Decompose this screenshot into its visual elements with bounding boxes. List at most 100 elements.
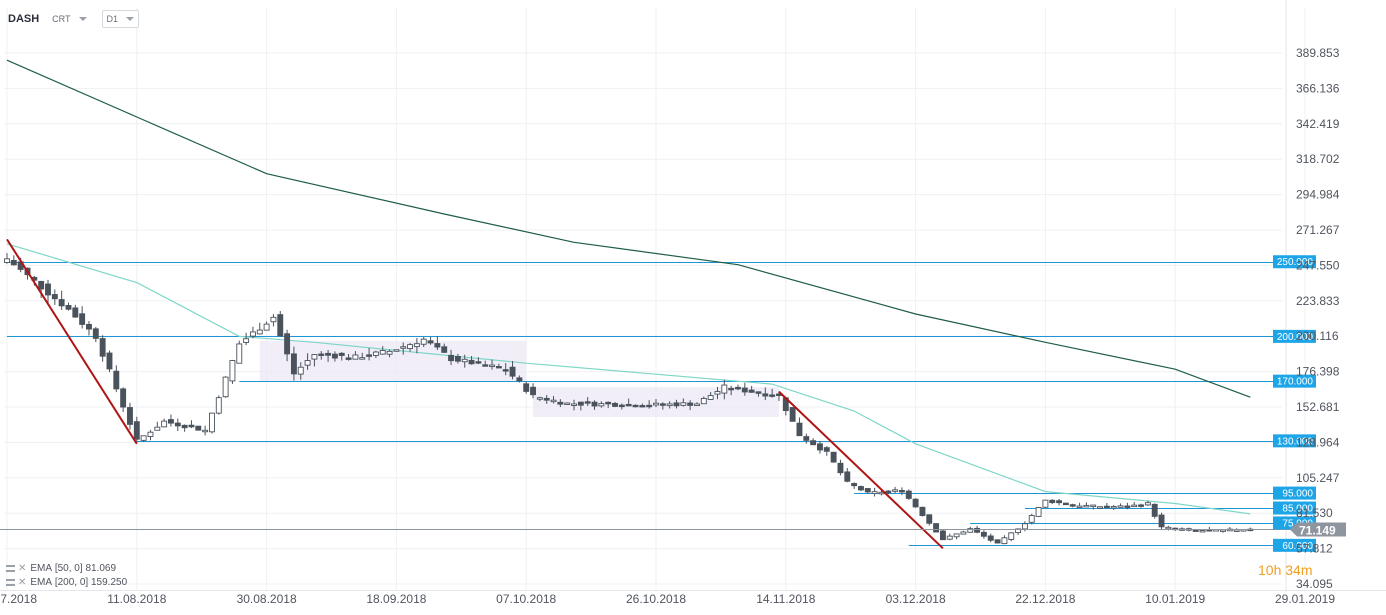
- candle: [284, 329, 291, 362]
- candle-body: [653, 402, 659, 406]
- candle-body: [304, 360, 311, 366]
- candle: [748, 385, 755, 393]
- settings-icon[interactable]: [6, 579, 15, 586]
- candle: [38, 280, 45, 298]
- candle-body: [379, 350, 386, 355]
- y-tick-label: 271.267: [1296, 223, 1340, 237]
- candle-body: [106, 352, 113, 370]
- candle: [1117, 503, 1124, 508]
- candle-body: [1001, 537, 1008, 545]
- candle: [817, 440, 823, 454]
- candle-body: [912, 498, 919, 508]
- candle-body: [372, 351, 379, 356]
- y-tick-label: 200.116: [1296, 329, 1339, 343]
- candle-body: [1097, 506, 1104, 509]
- candle-body: [345, 357, 352, 360]
- y-tick-label: 128.964: [1296, 435, 1340, 449]
- candle: [796, 417, 803, 437]
- candle-body: [789, 407, 796, 422]
- candle-countdown: 10h 34m: [1258, 562, 1313, 578]
- candle: [857, 485, 864, 492]
- candle-body: [86, 323, 92, 330]
- candle: [331, 351, 338, 362]
- candle-body: [735, 386, 741, 390]
- candle: [789, 407, 796, 422]
- candle: [680, 398, 687, 407]
- candle-body: [666, 403, 673, 407]
- level-label: 250.000: [1277, 257, 1314, 268]
- candle-body: [475, 361, 482, 364]
- candle: [311, 354, 318, 367]
- candle-body: [632, 404, 639, 408]
- y-tick-label: 294.984: [1296, 188, 1340, 202]
- candle: [502, 362, 509, 376]
- candle: [557, 399, 564, 408]
- candle-body: [495, 366, 502, 369]
- legend-label: EMA: [30, 577, 53, 588]
- candle: [400, 342, 407, 355]
- level-label: 200.000: [1277, 332, 1314, 343]
- interval-dropdown[interactable]: D1: [101, 10, 140, 28]
- candle: [72, 304, 79, 318]
- close-icon[interactable]: ✕: [18, 563, 27, 574]
- candle: [530, 383, 536, 399]
- close-icon[interactable]: ✕: [18, 577, 27, 588]
- candle-body: [898, 490, 905, 493]
- candle: [543, 395, 550, 404]
- candle: [45, 279, 51, 304]
- grid: [4, 8, 1306, 590]
- candle: [591, 400, 598, 410]
- level-label-bg: [1273, 538, 1316, 552]
- timer-minutes-unit: m: [1300, 562, 1313, 578]
- candle-body: [960, 531, 967, 535]
- candle-body: [195, 425, 202, 431]
- candle-body: [454, 356, 461, 362]
- candle-body: [10, 260, 17, 266]
- candle-body: [516, 377, 523, 382]
- candle: [1158, 512, 1165, 530]
- candle: [366, 348, 373, 361]
- x-tick-label: 30.08.2018: [237, 592, 297, 606]
- candle-body: [249, 331, 256, 337]
- candle: [605, 401, 612, 409]
- candle-body: [58, 299, 65, 307]
- candle-body: [994, 539, 1001, 544]
- chart-toolbar: DASH CRT D1: [8, 10, 149, 28]
- candle-body: [851, 483, 858, 487]
- candle-body: [489, 364, 495, 367]
- candle-body: [1124, 505, 1131, 508]
- candle: [120, 387, 127, 413]
- candle-body: [45, 283, 51, 296]
- chart-style-dropdown[interactable]: CRT: [47, 10, 92, 28]
- candle: [1035, 506, 1042, 517]
- candle: [994, 539, 1001, 544]
- candle-body: [277, 314, 284, 337]
- candle-body: [140, 435, 147, 441]
- candle: [871, 487, 878, 497]
- y-tick-label: 366.136: [1296, 81, 1340, 95]
- candle: [598, 401, 605, 408]
- chevron-down-icon: [126, 17, 135, 21]
- candle: [352, 351, 359, 360]
- candles: [4, 253, 1254, 545]
- level-label: 170.000: [1277, 377, 1314, 388]
- y-tick-label: 105.247: [1296, 471, 1340, 485]
- settings-icon[interactable]: [6, 565, 15, 572]
- candle-body: [1008, 532, 1015, 540]
- candle-body: [844, 471, 851, 482]
- candle: [441, 343, 448, 354]
- candle: [714, 386, 721, 400]
- candle-body: [352, 354, 359, 360]
- y-tick-label: 34.095: [1296, 577, 1333, 591]
- symbol-label[interactable]: DASH: [8, 13, 40, 25]
- candle-body: [407, 344, 414, 350]
- candle: [393, 349, 400, 352]
- chart-style-label: CRT: [52, 14, 71, 24]
- candle-body: [51, 294, 58, 300]
- candle: [92, 326, 99, 343]
- x-tick-label: 14.11.2018: [756, 592, 815, 606]
- candle-body: [434, 343, 441, 348]
- candle: [741, 382, 748, 396]
- candle-body: [939, 530, 946, 541]
